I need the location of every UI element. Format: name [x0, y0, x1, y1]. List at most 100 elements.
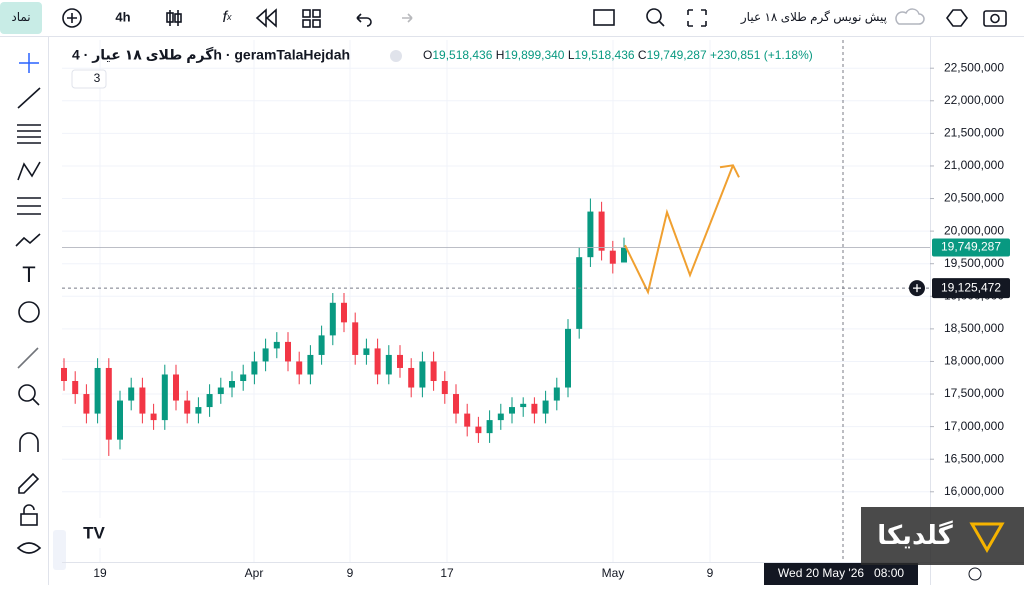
indicators-button[interactable]: fx — [223, 9, 232, 26]
settings-icon[interactable] — [946, 9, 968, 27]
left-toolbar: T — [15, 37, 66, 585]
snapshot-icon[interactable] — [983, 10, 1007, 27]
candle-body — [117, 400, 123, 440]
y-tick-label: 16,500,000 — [944, 451, 1004, 465]
candle-body — [419, 361, 426, 388]
c-key: C — [638, 48, 647, 62]
candle-body — [464, 413, 471, 427]
candle-body — [587, 211, 594, 258]
y-tick-label: 19,500,000 — [944, 256, 1004, 270]
legend: گرم طلای ۱۸ عیار · 4h · geramTalaHejdah … — [71, 47, 813, 89]
y-tick-label: 22,000,000 — [944, 93, 1004, 107]
emoji-tool[interactable] — [18, 301, 40, 323]
brush-tool[interactable] — [15, 233, 41, 247]
candle-body — [173, 374, 179, 401]
candle-body — [430, 361, 437, 382]
candle-body — [61, 367, 67, 382]
candle-body — [296, 361, 303, 375]
candle-body — [542, 400, 549, 414]
c-value: 19,749,287 — [647, 48, 707, 62]
candle-body — [363, 348, 370, 355]
candle-body — [509, 407, 515, 414]
candle-body — [341, 302, 347, 323]
replay[interactable] — [255, 8, 277, 28]
cursor-tool[interactable] — [19, 53, 39, 73]
text-tool[interactable]: T — [22, 262, 35, 287]
projection-arrowhead — [719, 164, 740, 178]
crosshair-time-box — [764, 563, 918, 585]
watermark: گلدیکا — [861, 507, 1024, 565]
o-value: 19,518,436 — [432, 48, 492, 62]
undo[interactable] — [356, 13, 372, 27]
fib-tool[interactable] — [17, 124, 41, 144]
watermark-text: گلدیکا — [877, 520, 953, 550]
legend-line: O19,518,436 H19,899,340 L19,518,436 C19,… — [423, 48, 813, 62]
redo[interactable] — [402, 13, 413, 23]
symbol-button[interactable] — [0, 2, 42, 34]
indicator-count: 3 — [94, 71, 101, 85]
candle-body — [285, 341, 291, 362]
candle-body — [217, 387, 224, 395]
visibility-tool[interactable] — [16, 542, 42, 554]
candle-body — [94, 367, 101, 414]
candle-body — [229, 381, 235, 388]
y-tick-label: 21,500,000 — [944, 126, 1004, 140]
x-tick-label: May — [602, 566, 625, 580]
axis-settings[interactable] — [968, 567, 982, 581]
candle-body — [441, 381, 448, 395]
candle-body — [240, 374, 247, 382]
y-tick-label: 20,000,000 — [944, 223, 1004, 237]
candle-body — [475, 426, 482, 434]
y-tick-label: 22,500,000 — [944, 60, 1004, 74]
candle-body — [609, 250, 616, 264]
l-value: 19,518,436 — [575, 48, 635, 62]
collapse-button[interactable] — [53, 530, 66, 570]
h-value: 19,899,340 — [504, 48, 564, 62]
candle-body — [531, 403, 538, 414]
y-tick-label: 17,000,000 — [944, 419, 1004, 433]
crosshair-price-label: 19,125,472 — [941, 280, 1001, 294]
crosshair-price-box — [932, 278, 1010, 299]
candle-body — [150, 413, 157, 421]
candle-body — [318, 335, 325, 355]
y-tick-label: 17,500,000 — [944, 386, 1004, 400]
interval-button[interactable]: 4h — [115, 9, 130, 24]
candle-body — [184, 400, 191, 414]
indicator-toggle[interactable] — [71, 69, 107, 89]
lock-draw-tool[interactable] — [18, 472, 40, 494]
pattern-tool[interactable] — [17, 161, 41, 181]
legend-name: گرم طلای ۱۸ عیار · 4h · geramTalaHejdah — [72, 47, 350, 64]
y-tick-label: 16,000,000 — [944, 484, 1004, 498]
fullscreen-box[interactable] — [593, 9, 615, 26]
ruler-tool[interactable] — [17, 347, 39, 369]
symbol-button-text: نماد — [11, 10, 30, 24]
candle-body — [352, 322, 359, 355]
candle-body — [273, 341, 280, 349]
line-tool[interactable] — [17, 87, 41, 109]
lock-tool[interactable] — [20, 504, 38, 526]
x-tick-label: 9 — [707, 566, 714, 580]
legend-dot — [390, 50, 402, 62]
candle-body — [408, 367, 415, 388]
cloud-icon — [895, 8, 925, 25]
last-price-box — [932, 238, 1010, 257]
search-icon[interactable] — [646, 8, 665, 27]
h-key: H — [496, 48, 505, 62]
add-symbol[interactable] — [62, 8, 82, 28]
chart-type[interactable] — [166, 10, 182, 26]
y-tick-label: 18,000,000 — [944, 354, 1004, 368]
tv-logo: TV — [72, 518, 116, 548]
magnet-tool[interactable] — [19, 432, 39, 452]
candle-body — [598, 211, 605, 251]
candle-body — [486, 420, 493, 434]
expand-icon[interactable] — [687, 9, 707, 27]
candle-body — [251, 361, 258, 375]
y-tick-label: 18,500,000 — [944, 321, 1004, 335]
zoom-tool[interactable] — [18, 384, 40, 406]
layouts[interactable] — [302, 9, 321, 28]
projection-tool[interactable] — [17, 197, 41, 215]
y-tick-label: 20,500,000 — [944, 191, 1004, 205]
candle-body — [195, 407, 202, 414]
candle-body — [453, 394, 459, 414]
